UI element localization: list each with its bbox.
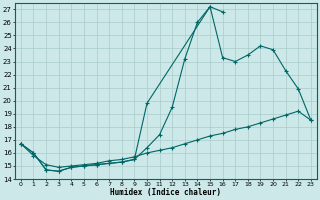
X-axis label: Humidex (Indice chaleur): Humidex (Indice chaleur) bbox=[110, 188, 221, 197]
